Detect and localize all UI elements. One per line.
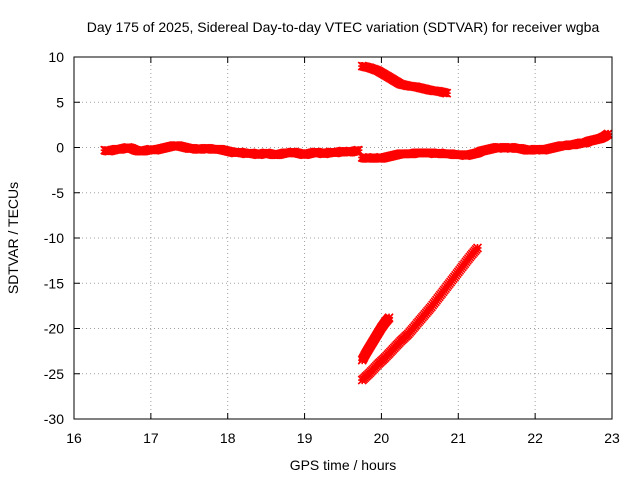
y-tick-label: 10 xyxy=(48,49,64,65)
plot-frame xyxy=(73,56,613,420)
x-tick-label: 18 xyxy=(220,430,236,446)
data-point xyxy=(603,129,613,139)
x-tick-label: 20 xyxy=(374,430,390,446)
y-axis-label: SDTVAR / TECUs xyxy=(5,182,21,294)
x-tick-label: 16 xyxy=(66,430,82,446)
data-point xyxy=(442,88,452,98)
series-1 xyxy=(100,141,363,160)
x-tick-label: 21 xyxy=(450,430,466,446)
y-tick-label: -15 xyxy=(44,275,64,291)
data-points xyxy=(100,61,613,385)
data-point xyxy=(472,243,483,253)
y-tick-label: 0 xyxy=(56,140,64,156)
x-tick-label: 17 xyxy=(143,430,159,446)
y-tick-label: -10 xyxy=(44,230,64,246)
chart-title: Day 175 of 2025, Sidereal Day-to-day VTE… xyxy=(87,19,600,35)
series-2 xyxy=(357,129,613,163)
axis-ticks: 16 17 18 19 20 21 22 23 10 5 0 -5 -10 -15 -20 -25 -30 xyxy=(44,49,620,446)
y-tick-label: 5 xyxy=(56,94,64,110)
series-5 xyxy=(357,243,483,385)
y-tick-label: -5 xyxy=(52,185,65,201)
series-3 xyxy=(357,61,452,98)
series-4 xyxy=(357,313,394,365)
data-point xyxy=(353,145,363,155)
data-point xyxy=(384,313,394,323)
x-tick-label: 22 xyxy=(527,430,543,446)
x-tick-label: 23 xyxy=(604,430,620,446)
y-tick-label: -25 xyxy=(44,366,64,382)
x-tick-label: 19 xyxy=(297,430,313,446)
y-tick-label: -20 xyxy=(44,321,64,337)
y-tick-label: -30 xyxy=(44,411,64,427)
x-axis-label: GPS time / hours xyxy=(290,457,397,473)
